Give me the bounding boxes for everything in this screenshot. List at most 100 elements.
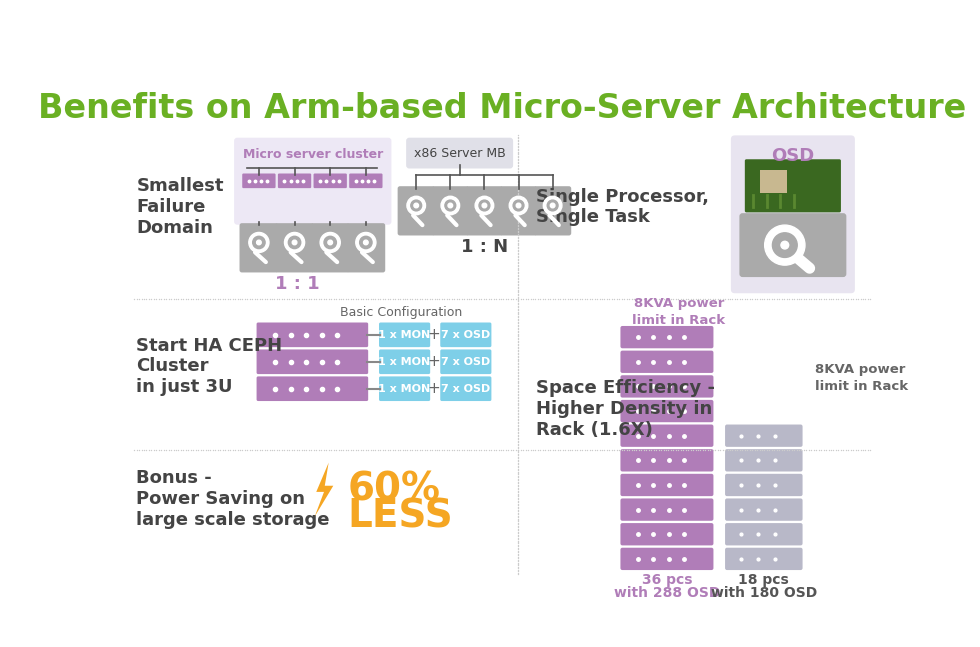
FancyBboxPatch shape	[725, 474, 803, 496]
Circle shape	[284, 232, 305, 252]
FancyBboxPatch shape	[242, 173, 275, 188]
FancyBboxPatch shape	[725, 548, 803, 570]
Polygon shape	[315, 463, 333, 516]
Text: 8KVA power
limit in Rack: 8KVA power limit in Rack	[632, 298, 725, 327]
Text: Single Processor,
Single Task: Single Processor, Single Task	[536, 188, 709, 226]
Circle shape	[320, 232, 340, 252]
FancyBboxPatch shape	[620, 474, 713, 496]
Circle shape	[360, 236, 372, 248]
Text: Space Efficiency -
Higher Density in
Rack (1.6X): Space Efficiency - Higher Density in Rac…	[536, 379, 714, 439]
FancyBboxPatch shape	[440, 377, 491, 401]
Text: 1 x MON: 1 x MON	[378, 356, 431, 367]
Text: 1 : N: 1 : N	[461, 238, 508, 256]
Circle shape	[543, 196, 562, 215]
Circle shape	[288, 236, 301, 248]
Text: 36 pcs: 36 pcs	[642, 573, 692, 587]
Text: 60%: 60%	[347, 470, 440, 509]
Text: LESS: LESS	[347, 498, 453, 536]
Text: OSD: OSD	[771, 147, 814, 165]
Text: 7 x OSD: 7 x OSD	[441, 330, 490, 340]
FancyBboxPatch shape	[398, 186, 435, 236]
FancyBboxPatch shape	[725, 523, 803, 545]
FancyBboxPatch shape	[379, 349, 430, 374]
Circle shape	[510, 196, 528, 215]
Circle shape	[781, 241, 789, 249]
FancyBboxPatch shape	[725, 498, 803, 521]
Circle shape	[551, 203, 555, 208]
FancyBboxPatch shape	[620, 449, 713, 472]
FancyBboxPatch shape	[620, 548, 713, 570]
Circle shape	[448, 203, 453, 208]
FancyBboxPatch shape	[534, 186, 571, 236]
FancyBboxPatch shape	[739, 213, 847, 277]
FancyBboxPatch shape	[760, 170, 788, 193]
FancyBboxPatch shape	[311, 223, 350, 272]
Circle shape	[364, 240, 368, 245]
FancyBboxPatch shape	[257, 349, 368, 374]
FancyBboxPatch shape	[379, 377, 430, 401]
FancyBboxPatch shape	[347, 223, 385, 272]
FancyBboxPatch shape	[314, 173, 347, 188]
FancyBboxPatch shape	[406, 138, 514, 168]
FancyBboxPatch shape	[278, 173, 312, 188]
FancyBboxPatch shape	[257, 322, 368, 347]
Circle shape	[292, 240, 297, 245]
Text: Micro server cluster: Micro server cluster	[243, 148, 383, 161]
Circle shape	[547, 200, 558, 211]
Circle shape	[479, 200, 490, 211]
FancyBboxPatch shape	[725, 424, 803, 447]
FancyBboxPatch shape	[620, 523, 713, 545]
Text: x86 Server MB: x86 Server MB	[414, 147, 506, 160]
FancyBboxPatch shape	[725, 449, 803, 472]
Circle shape	[411, 200, 421, 211]
Text: 18 pcs: 18 pcs	[739, 573, 789, 587]
Circle shape	[482, 203, 487, 208]
FancyBboxPatch shape	[500, 186, 537, 236]
Circle shape	[414, 203, 418, 208]
FancyBboxPatch shape	[620, 400, 713, 422]
FancyBboxPatch shape	[379, 322, 430, 347]
FancyBboxPatch shape	[620, 424, 713, 447]
Circle shape	[324, 236, 336, 248]
Text: 7 x OSD: 7 x OSD	[441, 356, 490, 367]
Circle shape	[356, 232, 376, 252]
Text: +: +	[427, 355, 440, 369]
FancyBboxPatch shape	[731, 135, 855, 293]
Text: with 180 OSD: with 180 OSD	[710, 586, 817, 600]
Text: with 288 OSD: with 288 OSD	[613, 586, 720, 600]
Circle shape	[253, 236, 266, 248]
Circle shape	[516, 203, 520, 208]
FancyBboxPatch shape	[349, 173, 382, 188]
Circle shape	[475, 196, 494, 215]
FancyBboxPatch shape	[620, 351, 713, 373]
Text: 7 x OSD: 7 x OSD	[441, 384, 490, 394]
FancyBboxPatch shape	[745, 159, 841, 212]
FancyBboxPatch shape	[620, 498, 713, 521]
FancyBboxPatch shape	[234, 138, 391, 225]
FancyBboxPatch shape	[275, 223, 314, 272]
Circle shape	[772, 233, 797, 258]
FancyBboxPatch shape	[257, 377, 368, 401]
Text: Basic Configuration: Basic Configuration	[340, 306, 463, 319]
FancyBboxPatch shape	[620, 326, 713, 348]
Circle shape	[407, 196, 425, 215]
Circle shape	[764, 225, 805, 265]
Circle shape	[445, 200, 456, 211]
Text: Smallest
Failure
Domain: Smallest Failure Domain	[136, 177, 224, 237]
FancyBboxPatch shape	[432, 186, 468, 236]
Text: Benefits on Arm-based Micro-Server Architecture: Benefits on Arm-based Micro-Server Archi…	[38, 92, 966, 125]
Text: +: +	[427, 381, 440, 396]
Text: 1 : 1: 1 : 1	[275, 275, 319, 293]
FancyBboxPatch shape	[620, 375, 713, 397]
Circle shape	[441, 196, 460, 215]
FancyBboxPatch shape	[440, 349, 491, 374]
FancyBboxPatch shape	[239, 223, 278, 272]
Circle shape	[328, 240, 332, 245]
Text: Start HA CEPH
Cluster
in just 3U: Start HA CEPH Cluster in just 3U	[136, 336, 282, 396]
Circle shape	[249, 232, 269, 252]
Text: 1 x MON: 1 x MON	[378, 384, 431, 394]
Text: +: +	[427, 327, 440, 342]
FancyBboxPatch shape	[440, 322, 491, 347]
Text: 1 x MON: 1 x MON	[378, 330, 431, 340]
Text: Bonus -
Power Saving on
large scale storage: Bonus - Power Saving on large scale stor…	[136, 469, 330, 529]
